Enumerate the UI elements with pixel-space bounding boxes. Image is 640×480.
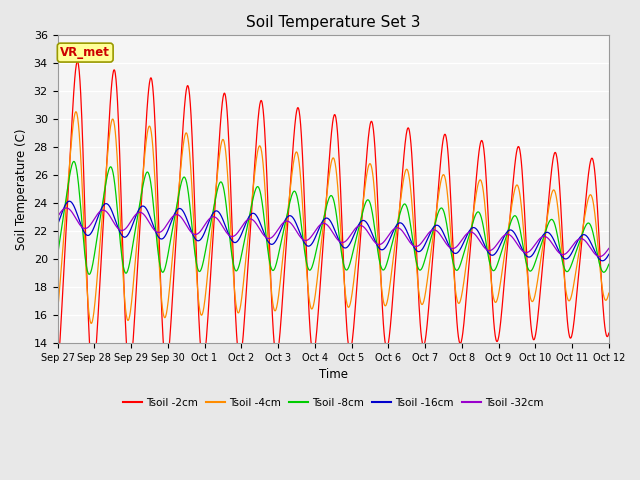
X-axis label: Time: Time bbox=[319, 368, 348, 382]
Tsoil -16cm bbox=[119, 234, 127, 240]
Tsoil -32cm bbox=[368, 235, 376, 241]
Tsoil -16cm bbox=[309, 239, 317, 245]
Line: Tsoil -2cm: Tsoil -2cm bbox=[58, 61, 609, 373]
Tsoil -4cm bbox=[310, 302, 317, 308]
Y-axis label: Soil Temperature (C): Soil Temperature (C) bbox=[15, 129, 28, 250]
Tsoil -16cm bbox=[368, 229, 376, 235]
Tsoil -4cm bbox=[88, 321, 95, 326]
Tsoil -2cm bbox=[54, 368, 61, 374]
Tsoil -4cm bbox=[289, 169, 296, 175]
Tsoil -16cm bbox=[65, 198, 73, 204]
Tsoil -4cm bbox=[72, 109, 80, 115]
Tsoil -16cm bbox=[300, 238, 307, 243]
Tsoil -8cm bbox=[70, 158, 77, 164]
Tsoil -2cm bbox=[74, 59, 81, 64]
Tsoil -8cm bbox=[300, 240, 307, 246]
Tsoil -16cm bbox=[599, 258, 607, 264]
Line: Tsoil -4cm: Tsoil -4cm bbox=[58, 112, 609, 324]
Tsoil -4cm bbox=[54, 309, 61, 314]
Tsoil -8cm bbox=[289, 192, 296, 197]
Text: VR_met: VR_met bbox=[60, 46, 110, 59]
Tsoil -4cm bbox=[120, 277, 127, 283]
Tsoil -32cm bbox=[119, 228, 127, 233]
Tsoil -4cm bbox=[605, 290, 612, 296]
Tsoil -16cm bbox=[288, 214, 296, 219]
Tsoil -16cm bbox=[54, 222, 61, 228]
Line: Tsoil -32cm: Tsoil -32cm bbox=[58, 208, 609, 257]
Tsoil -4cm bbox=[368, 166, 376, 172]
Tsoil -2cm bbox=[310, 350, 317, 356]
Tsoil -4cm bbox=[300, 219, 307, 225]
Tsoil -2cm bbox=[120, 265, 127, 271]
Tsoil -32cm bbox=[309, 231, 317, 237]
Title: Soil Temperature Set 3: Soil Temperature Set 3 bbox=[246, 15, 420, 30]
Tsoil -2cm bbox=[368, 119, 376, 125]
Tsoil -8cm bbox=[310, 259, 317, 265]
Tsoil -8cm bbox=[120, 264, 127, 269]
Tsoil -32cm bbox=[596, 254, 604, 260]
Line: Tsoil -16cm: Tsoil -16cm bbox=[58, 201, 609, 261]
Tsoil -8cm bbox=[368, 208, 376, 214]
Tsoil -32cm bbox=[605, 246, 612, 252]
Tsoil -16cm bbox=[97, 207, 104, 213]
Tsoil -8cm bbox=[97, 211, 105, 216]
Tsoil -8cm bbox=[85, 271, 93, 277]
Tsoil -2cm bbox=[300, 177, 307, 182]
Tsoil -16cm bbox=[605, 252, 612, 257]
Tsoil -32cm bbox=[63, 205, 70, 211]
Tsoil -32cm bbox=[54, 214, 61, 220]
Line: Tsoil -8cm: Tsoil -8cm bbox=[58, 161, 609, 274]
Tsoil -32cm bbox=[97, 208, 104, 214]
Tsoil -4cm bbox=[97, 229, 105, 235]
Tsoil -8cm bbox=[54, 252, 61, 258]
Tsoil -2cm bbox=[605, 330, 612, 336]
Tsoil -32cm bbox=[288, 221, 296, 227]
Tsoil -8cm bbox=[605, 262, 612, 267]
Tsoil -2cm bbox=[89, 371, 97, 376]
Tsoil -2cm bbox=[289, 156, 296, 162]
Legend: Tsoil -2cm, Tsoil -4cm, Tsoil -8cm, Tsoil -16cm, Tsoil -32cm: Tsoil -2cm, Tsoil -4cm, Tsoil -8cm, Tsoi… bbox=[119, 394, 548, 412]
Tsoil -32cm bbox=[300, 237, 307, 242]
Tsoil -2cm bbox=[97, 262, 105, 267]
